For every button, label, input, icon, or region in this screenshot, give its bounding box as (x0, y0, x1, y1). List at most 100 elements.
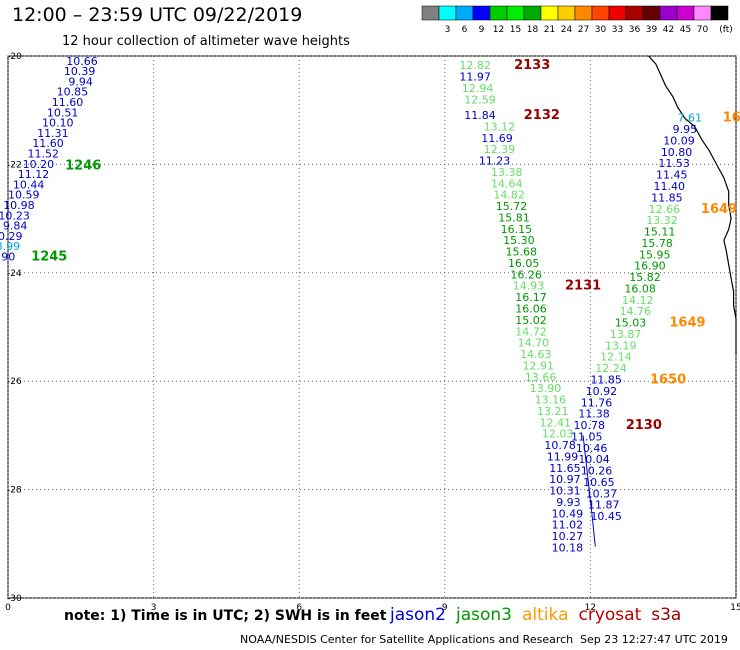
wave-height-label: 11.84 (464, 109, 496, 122)
pass-time-label: 1648 (723, 111, 740, 126)
wave-height-label: 11.05 (571, 430, 603, 443)
satellite-name-jason2: jason2 (390, 605, 446, 625)
wave-height-label: 13.21 (537, 405, 569, 418)
wave-height-label: 10.92 (586, 385, 618, 398)
y-tick-label: -24 (7, 269, 22, 279)
wave-height-label: 14.93 (513, 280, 545, 293)
coastline (648, 55, 737, 355)
color-swatch (710, 5, 729, 21)
wave-height-label: 11.76 (581, 396, 613, 409)
wave-height-label: 10.09 (663, 134, 695, 147)
wave-height-label: 11.97 (459, 71, 491, 84)
wave-height-label: 10.45 (590, 510, 622, 523)
wave-height-label: 11.12 (18, 168, 50, 181)
wave-height-label: 13.16 (535, 394, 567, 407)
wave-height-label: 10.51 (47, 106, 79, 119)
wave-height-label: 10.29 (0, 230, 23, 243)
wave-height-label: 15.78 (641, 237, 673, 250)
wave-height-label: 11.65 (549, 462, 581, 475)
y-tick-label: -26 (7, 377, 22, 387)
pass-time-label: 2132 (524, 108, 560, 123)
footer-note: note: 1) Time is in UTC; 2) SWH is in fe… (64, 608, 387, 624)
wave-height-label: 14.63 (520, 348, 552, 361)
wave-height-label: 15.95 (639, 248, 671, 261)
wave-height-label: 14.82 (493, 189, 525, 202)
wave-height-label: 11.52 (27, 147, 59, 160)
pass-time-label: 1245 (31, 249, 67, 264)
wave-height-label: 10.26 (581, 465, 613, 478)
wave-height-label: 13.19 (605, 339, 637, 352)
color-scale-label: 36 (629, 25, 641, 35)
wave-height-label: 12.82 (459, 59, 491, 72)
color-scale-legend: 3 6 9 12 15 18 21 24 27 30 33 36 39 42 45 70 (ft) (421, 5, 733, 35)
wave-height-label: 10.04 (578, 453, 610, 466)
wave-height-label: 11.31 (37, 127, 69, 140)
x-tick-label: 12 (585, 603, 596, 613)
wave-height-label: 10.20 (23, 158, 55, 171)
wave-height-label: 11.02 (552, 519, 584, 532)
y-tick-label: -22 (7, 160, 22, 170)
wave-height-label: 14.70 (518, 337, 550, 350)
y-tick-label: -20 (7, 52, 22, 62)
pass-time-label: 1246 (65, 158, 101, 173)
pass-time-label: 1649 (669, 316, 705, 331)
satellite-name-jason3: jason3 (456, 605, 512, 625)
page-subtitle: 12 hour collection of altimeter wave hei… (62, 34, 350, 49)
wave-height-label: 8.99 (0, 240, 20, 253)
satellite-legend: jason2 jason3 altika cryosat s3a (390, 605, 691, 625)
wave-height-label: 9.90 (0, 250, 15, 263)
wave-height-label: 15.30 (503, 234, 535, 247)
wave-height-label: 10.59 (8, 189, 40, 202)
wave-height-label: 12.24 (595, 362, 627, 375)
wave-height-label: 10.18 (552, 542, 584, 555)
wave-height-label: 9.94 (68, 75, 93, 88)
wave-height-label: 16.08 (624, 282, 656, 295)
wave-height-label: 14.12 (622, 294, 654, 307)
color-scale-label: 15 (510, 25, 521, 35)
y-tick-label: -30 (7, 594, 22, 604)
wave-height-label: 11.60 (52, 96, 84, 109)
wave-height-label: 10.27 (552, 530, 584, 543)
pass-time-label: 2130 (626, 418, 662, 433)
wave-height-label: 13.32 (646, 214, 678, 227)
page-title: 12:00 – 23:59 UTC 09/22/2019 (12, 4, 303, 26)
wave-height-label: 11.23 (479, 155, 511, 168)
credit-text: NOAA/NESDIS Center for Satellite Applica… (240, 633, 574, 646)
satellite-name-cryosat: cryosat (578, 605, 642, 625)
wave-height-label: 12.03 (542, 428, 574, 441)
wave-height-label: 14.64 (491, 177, 523, 190)
wave-height-label: 12.14 (600, 351, 632, 364)
wave-height-label: 11.69 (481, 132, 513, 145)
wave-height-label: 16.05 (508, 257, 540, 270)
color-scale-label: 21 (544, 25, 555, 35)
wave-height-label: 11.99 (547, 450, 579, 463)
wave-height-label: 11.45 (656, 169, 688, 182)
wave-height-label: 9.84 (3, 220, 28, 233)
wave-height-label: 15.82 (629, 271, 661, 284)
color-scale-unit: (ft) (719, 25, 733, 35)
wave-height-label: 16.06 (515, 302, 547, 315)
color-scale-label: 12 (493, 25, 504, 35)
color-scale-label: 27 (578, 25, 589, 35)
wave-height-label: 15.11 (644, 226, 676, 239)
wave-height-label: 10.23 (0, 209, 30, 222)
wave-height-label: 16.15 (501, 223, 533, 236)
wave-height-label: 10.46 (576, 442, 608, 455)
pass-time-label: 2133 (514, 58, 550, 73)
wave-height-label: 10.39 (64, 65, 96, 78)
wave-height-label: 10.78 (544, 439, 576, 452)
wave-height-label: 11.40 (654, 180, 686, 193)
x-tick-label: 15 (730, 603, 740, 613)
wave-height-label: 10.97 (549, 473, 581, 486)
wave-height-label: 13.38 (491, 166, 523, 179)
wave-height-label: 15.72 (496, 200, 528, 213)
satellite-name-s3a: s3a (651, 605, 682, 625)
wave-height-label: 11.87 (588, 499, 620, 512)
color-scale-label: 39 (646, 25, 658, 35)
wave-height-label: 16.17 (515, 291, 547, 304)
color-scale-label: 45 (680, 25, 691, 35)
satellite-track (582, 435, 596, 547)
wave-height-label: 15.03 (615, 317, 647, 330)
wave-height-label: 15.68 (506, 246, 538, 259)
wave-height-label: 10.78 (573, 419, 605, 432)
